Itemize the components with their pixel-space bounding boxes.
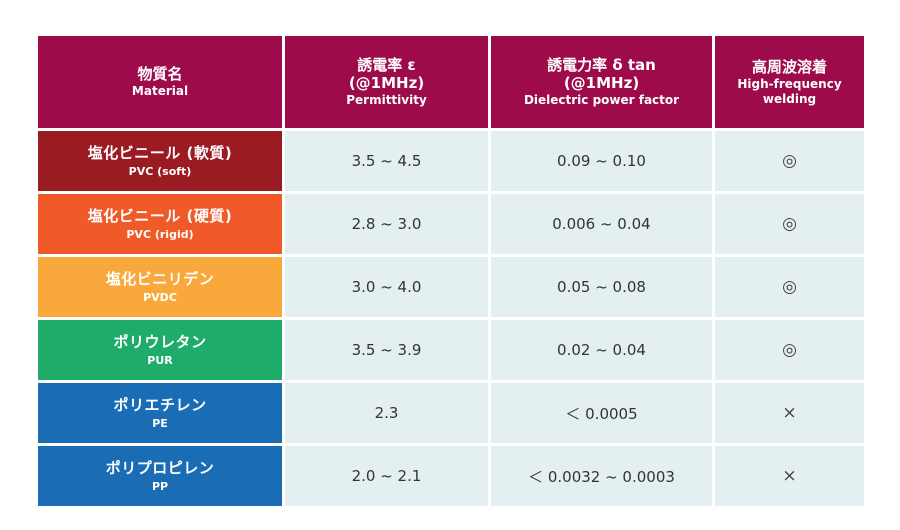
welding-cell: ◎	[715, 194, 864, 254]
material-cell-pvc-soft: 塩化ビニール (軟質) PVC (soft)	[38, 131, 282, 191]
material-name-jp: ポリプロピレン	[105, 458, 215, 477]
material-cell-pvdc: 塩化ビニリデン PVDC	[38, 257, 282, 317]
permittivity-cell: 3.5 ~ 4.5	[285, 131, 488, 191]
material-table: 物質名 Material 誘電率 ε (@1MHz) Permittivity …	[38, 36, 864, 506]
permittivity-cell: 3.5 ~ 3.9	[285, 320, 488, 380]
material-name-en: PVDC	[143, 290, 177, 304]
material-name-jp: ポリウレタン	[113, 332, 207, 351]
power-factor-cell: 0.02 ~ 0.04	[491, 320, 712, 380]
header-welding: 高周波溶着 High-frequency welding	[715, 36, 864, 128]
welding-cell: ×	[715, 383, 864, 443]
welding-cell: ×	[715, 446, 864, 506]
material-name-jp: 塩化ビニール (軟質)	[87, 143, 233, 162]
header-welding-en-1: High-frequency	[737, 77, 842, 92]
header-welding-jp: 高周波溶着	[751, 58, 827, 77]
header-permittivity: 誘電率 ε (@1MHz) Permittivity	[285, 36, 488, 128]
permittivity-cell: 2.8 ~ 3.0	[285, 194, 488, 254]
welding-mark: ×	[782, 466, 797, 486]
power-factor-cell: ＜ 0.0005	[491, 383, 712, 443]
material-name-en: PE	[152, 416, 168, 430]
header-material-jp: 物質名	[137, 65, 183, 84]
material-name-jp: ポリエチレン	[113, 395, 207, 414]
header-welding-en-2: welding	[762, 91, 817, 106]
header-power-factor-en: Dielectric power factor	[523, 93, 680, 108]
header-permittivity-jp: 誘電率 ε	[357, 56, 416, 75]
material-name-en: PUR	[147, 353, 173, 367]
welding-mark: ◎	[782, 340, 797, 360]
material-name-en: PP	[151, 479, 169, 493]
permittivity-cell: 3.0 ~ 4.0	[285, 257, 488, 317]
material-cell-pp: ポリプロピレン PP	[38, 446, 282, 506]
header-power-factor-jp: 誘電力率 δ tan	[547, 56, 656, 75]
header-power-factor: 誘電力率 δ tan (@1MHz) Dielectric power fact…	[491, 36, 712, 128]
material-name-jp: 塩化ビニリデン	[105, 269, 215, 288]
material-cell-pe: ポリエチレン PE	[38, 383, 282, 443]
header-permittivity-freq: (@1MHz)	[348, 74, 425, 93]
material-name-jp: 塩化ビニール (硬質)	[87, 206, 233, 225]
material-cell-pur: ポリウレタン PUR	[38, 320, 282, 380]
power-factor-cell: 0.05 ~ 0.08	[491, 257, 712, 317]
welding-cell: ◎	[715, 131, 864, 191]
power-factor-cell: 0.006 ~ 0.04	[491, 194, 712, 254]
header-power-factor-freq: (@1MHz)	[563, 74, 640, 93]
welding-mark: ◎	[782, 151, 797, 171]
permittivity-cell: 2.0 ~ 2.1	[285, 446, 488, 506]
permittivity-cell: 2.3	[285, 383, 488, 443]
material-name-en: PVC (soft)	[128, 164, 192, 178]
welding-mark: ◎	[782, 214, 797, 234]
power-factor-cell: ＜ 0.0032 ~ 0.0003	[491, 446, 712, 506]
welding-cell: ◎	[715, 320, 864, 380]
material-cell-pvc-rigid: 塩化ビニール (硬質) PVC (rigid)	[38, 194, 282, 254]
header-material-en: Material	[131, 84, 189, 99]
power-factor-cell: 0.09 ~ 0.10	[491, 131, 712, 191]
header-material: 物質名 Material	[38, 36, 282, 128]
welding-cell: ◎	[715, 257, 864, 317]
header-permittivity-en: Permittivity	[346, 93, 427, 108]
welding-mark: ×	[782, 403, 797, 423]
welding-mark: ◎	[782, 277, 797, 297]
material-name-en: PVC (rigid)	[126, 227, 194, 241]
